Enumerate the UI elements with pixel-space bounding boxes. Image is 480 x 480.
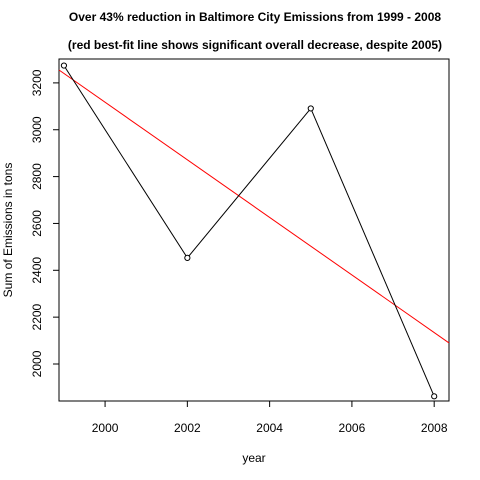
y-tick-label: 2200 [30,303,44,330]
chart-title: Over 43% reduction in Baltimore City Emi… [69,10,441,24]
x-axis-label: year [242,451,265,465]
data-point [184,254,191,261]
data-point [431,393,438,400]
y-tick-label: 2800 [30,163,44,190]
x-tick-label: 2000 [92,421,119,435]
x-tick-label: 2002 [174,421,201,435]
series-segment [311,110,434,395]
series-segment [64,67,187,256]
x-tick-label: 2008 [421,421,448,435]
x-axis: 2000 2002 2004 2006 2008 [92,401,448,435]
fit-line [58,69,450,344]
y-axis-label: Sum of Emissions in tons [1,163,15,298]
y-axis: 2000 2200 2400 2600 2800 3000 3200 [30,69,59,377]
series-segment [188,110,310,257]
x-tick-label: 2004 [256,421,283,435]
y-tick-label: 3000 [30,116,44,143]
data-point [60,62,68,69]
plot-box [58,58,450,402]
series-lines [64,67,434,395]
y-tick-label: 2400 [30,257,44,284]
y-tick-label: 2000 [30,350,44,377]
y-tick-label: 2600 [30,210,44,237]
data-point [307,105,314,112]
chart-subtitle: (red best-fit line shows significant ove… [68,38,442,52]
x-tick-label: 2006 [339,421,366,435]
series-points [60,62,438,400]
y-tick-label: 3200 [30,69,44,96]
